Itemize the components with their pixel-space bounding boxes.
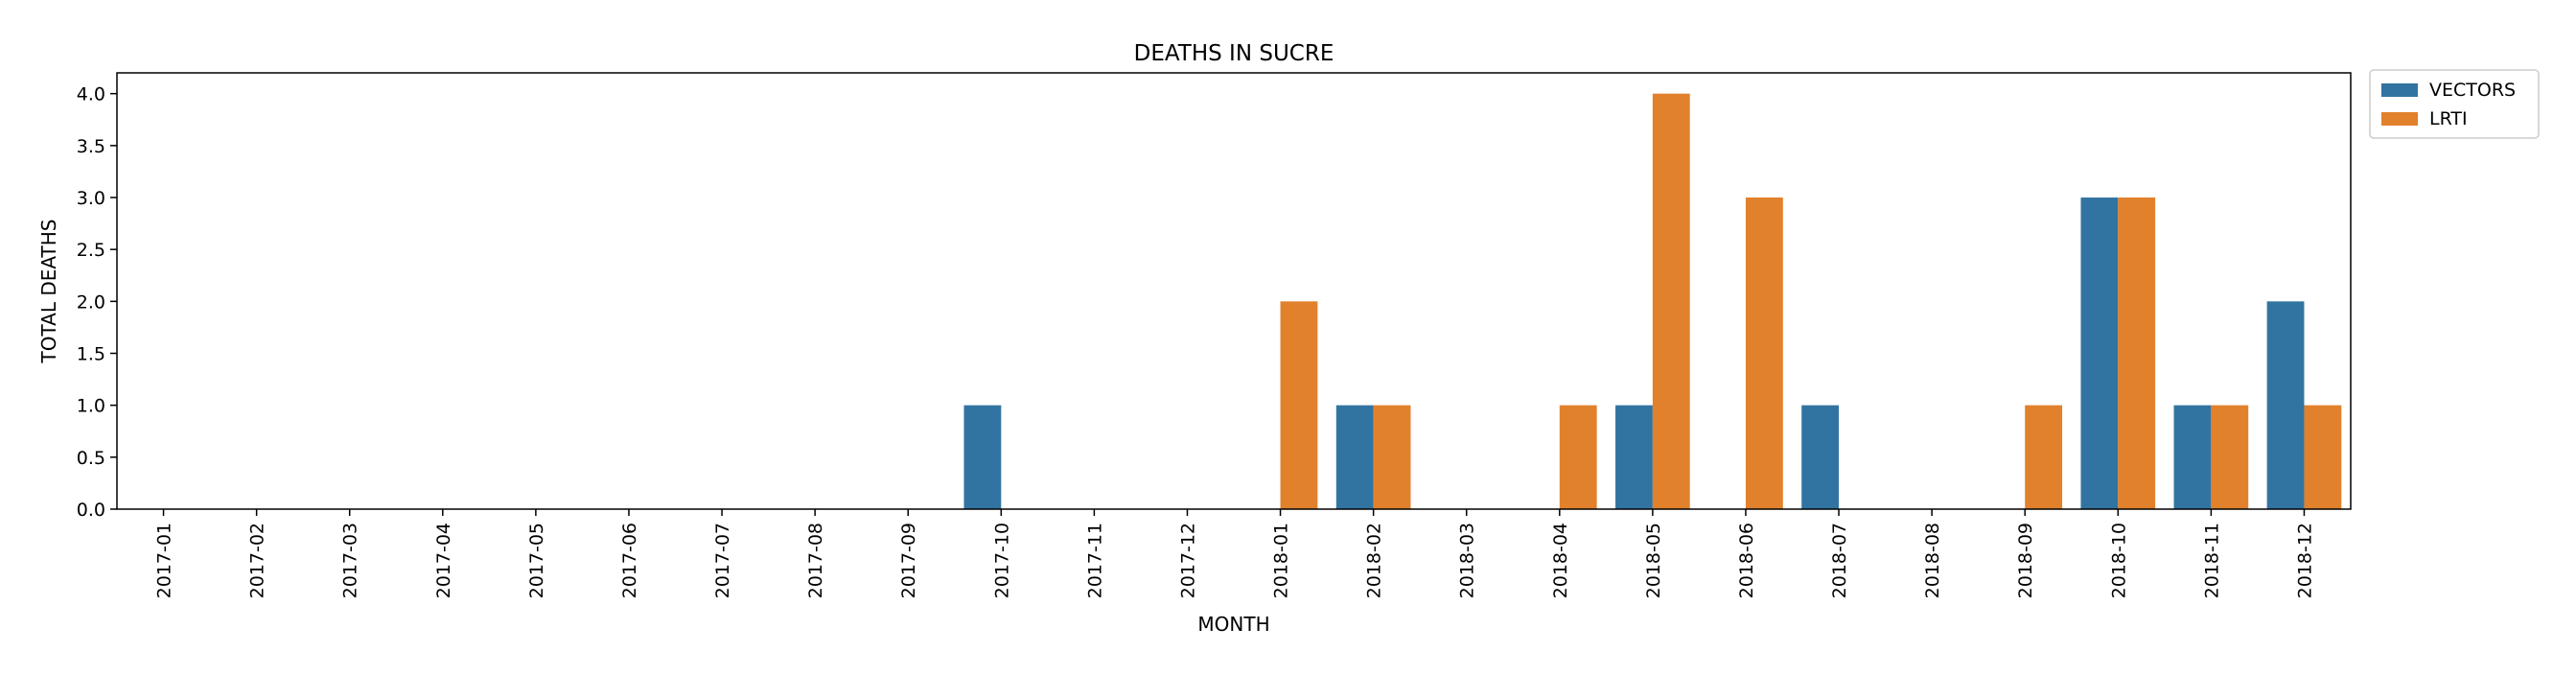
bar-vectors-2018-02: [1335, 405, 1374, 509]
bar-lrti-2018-01: [1280, 301, 1318, 509]
legend: VECTORS LRTI: [2369, 69, 2540, 139]
x-tick-label: 2018-08: [1922, 523, 1943, 598]
x-tick-label: 2018-02: [1364, 523, 1385, 598]
x-tick-label: 2018-12: [2294, 523, 2315, 598]
y-tick-label: 3.5: [77, 136, 105, 157]
y-tick-label: 4.0: [77, 84, 105, 105]
y-axis-label: TOTAL DEATHS: [37, 220, 60, 364]
x-axis: 2017-01 2017-02 2017-03 2017-04 2017-05 2017-…: [154, 509, 2315, 598]
bar-lrti-2018-10: [2118, 198, 2156, 509]
x-tick-label: 2018-03: [1457, 523, 1478, 598]
bars-group: [963, 93, 2342, 510]
y-tick-label: 0.0: [77, 500, 105, 521]
x-tick-label: 2017-09: [898, 523, 919, 598]
bar-vectors-2018-12: [2266, 301, 2305, 509]
y-tick-label: 0.5: [77, 448, 105, 469]
bar-vectors-2018-11: [2173, 405, 2212, 509]
x-tick-label: 2017-04: [433, 523, 454, 598]
x-tick-label: 2018-07: [1829, 523, 1850, 598]
chart-title: DEATHS IN SUCRE: [1134, 41, 1334, 66]
x-tick-label: 2018-09: [2015, 523, 2036, 598]
x-tick-label: 2018-01: [1271, 523, 1292, 598]
bar-lrti-2018-12: [2304, 405, 2342, 509]
x-tick-label: 2017-06: [619, 523, 640, 598]
x-tick-label: 2018-04: [1550, 523, 1571, 598]
legend-swatch-vectors: [2381, 83, 2418, 97]
x-tick-label: 2018-06: [1736, 523, 1757, 598]
x-tick-label: 2017-11: [1084, 523, 1105, 598]
bar-lrti-2018-09: [2025, 405, 2063, 509]
bar-vectors-2018-07: [1801, 405, 1840, 509]
bar-lrti-2018-04: [1559, 405, 1597, 509]
bar-vectors-2018-05: [1615, 405, 1653, 509]
x-tick-label: 2017-01: [154, 523, 175, 598]
x-tick-label: 2018-11: [2201, 523, 2222, 598]
x-tick-label: 2017-03: [340, 523, 361, 598]
x-tick-label: 2018-10: [2108, 523, 2129, 598]
x-tick-label: 2017-10: [991, 523, 1012, 598]
bar-vectors-2017-10: [963, 405, 1002, 509]
x-tick-label: 2018-05: [1643, 523, 1664, 598]
y-axis: 0.0 0.5 1.0 1.5 2.0 2.5 3.0 3.5 4.0: [77, 84, 117, 521]
x-tick-label: 2017-05: [526, 523, 547, 598]
y-tick-label: 2.0: [77, 291, 105, 313]
bar-lrti-2018-11: [2211, 405, 2249, 509]
y-tick-label: 2.5: [77, 240, 105, 261]
legend-label-vectors: VECTORS: [2429, 80, 2516, 101]
y-tick-label: 1.0: [77, 396, 105, 417]
legend-swatch-lrti: [2381, 112, 2418, 126]
x-tick-label: 2017-12: [1177, 523, 1198, 598]
x-tick-label: 2017-08: [805, 523, 826, 598]
bar-vectors-2018-10: [2080, 198, 2119, 509]
x-tick-label: 2017-07: [712, 523, 733, 598]
x-axis-label: MONTH: [1197, 613, 1269, 636]
bar-lrti-2018-05: [1652, 93, 1690, 510]
y-tick-label: 3.0: [77, 188, 105, 209]
legend-label-lrti: LRTI: [2429, 108, 2468, 129]
y-tick-label: 1.5: [77, 344, 105, 365]
x-tick-label: 2017-02: [247, 523, 268, 598]
bar-lrti-2018-02: [1373, 405, 1411, 509]
bar-lrti-2018-06: [1745, 198, 1783, 509]
plot-frame: [116, 72, 2352, 510]
